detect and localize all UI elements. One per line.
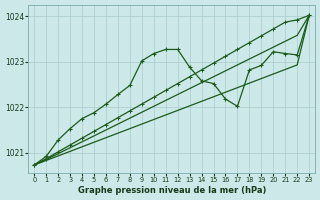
X-axis label: Graphe pression niveau de la mer (hPa): Graphe pression niveau de la mer (hPa) — [77, 186, 266, 195]
